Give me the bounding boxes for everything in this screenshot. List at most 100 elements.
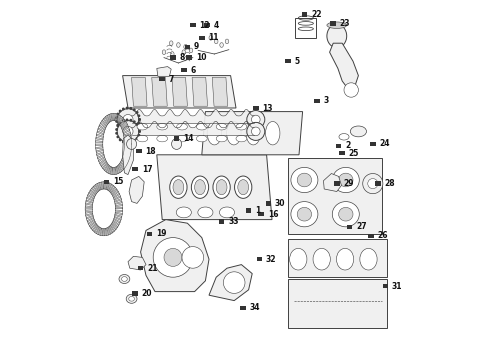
Circle shape: [115, 116, 118, 119]
Text: 30: 30: [275, 199, 285, 208]
Polygon shape: [86, 213, 93, 216]
Ellipse shape: [119, 274, 130, 284]
Circle shape: [136, 125, 139, 128]
Circle shape: [117, 121, 139, 142]
Polygon shape: [96, 137, 103, 140]
Ellipse shape: [172, 139, 182, 149]
Bar: [368, 234, 374, 238]
Circle shape: [117, 109, 139, 130]
Polygon shape: [86, 215, 93, 219]
Polygon shape: [128, 256, 146, 270]
Circle shape: [223, 272, 245, 293]
Polygon shape: [121, 121, 126, 127]
Ellipse shape: [129, 127, 134, 136]
Text: 14: 14: [183, 134, 194, 143]
Bar: [295, 18, 316, 38]
Polygon shape: [99, 125, 105, 130]
Polygon shape: [105, 228, 107, 236]
Text: 25: 25: [349, 149, 359, 158]
Text: 8: 8: [179, 53, 185, 62]
Polygon shape: [104, 164, 108, 171]
Ellipse shape: [129, 297, 134, 301]
Polygon shape: [114, 216, 121, 221]
Ellipse shape: [235, 176, 252, 198]
Bar: [186, 55, 192, 60]
Bar: [285, 59, 291, 63]
Bar: [370, 142, 376, 146]
Polygon shape: [115, 201, 122, 204]
Circle shape: [251, 127, 260, 136]
Ellipse shape: [350, 126, 367, 137]
Bar: [334, 181, 340, 186]
Ellipse shape: [238, 180, 248, 195]
Polygon shape: [112, 222, 118, 228]
Polygon shape: [172, 77, 187, 106]
Text: 10: 10: [196, 53, 206, 62]
Ellipse shape: [173, 180, 184, 195]
Polygon shape: [85, 206, 93, 208]
Polygon shape: [104, 229, 105, 236]
Ellipse shape: [209, 36, 213, 40]
Circle shape: [247, 111, 265, 129]
Ellipse shape: [170, 41, 173, 45]
Polygon shape: [95, 184, 99, 192]
Polygon shape: [85, 211, 93, 213]
Circle shape: [117, 123, 119, 126]
Polygon shape: [107, 115, 110, 122]
Polygon shape: [99, 228, 102, 235]
Polygon shape: [141, 220, 209, 292]
Ellipse shape: [297, 173, 312, 187]
Polygon shape: [110, 167, 112, 174]
Polygon shape: [116, 166, 119, 174]
Polygon shape: [108, 184, 112, 191]
Circle shape: [136, 111, 139, 114]
Circle shape: [117, 113, 119, 116]
Polygon shape: [105, 116, 109, 123]
Polygon shape: [212, 77, 228, 106]
Circle shape: [122, 108, 125, 111]
Polygon shape: [89, 192, 95, 197]
Ellipse shape: [337, 248, 354, 270]
Bar: [204, 23, 210, 27]
Polygon shape: [101, 161, 106, 167]
Polygon shape: [92, 224, 97, 231]
Polygon shape: [100, 122, 106, 129]
Circle shape: [125, 141, 128, 144]
Bar: [346, 225, 352, 229]
Polygon shape: [115, 198, 122, 202]
Circle shape: [117, 135, 119, 138]
Polygon shape: [104, 182, 106, 189]
Polygon shape: [91, 223, 96, 229]
Polygon shape: [111, 187, 116, 193]
Ellipse shape: [176, 135, 187, 142]
Polygon shape: [115, 204, 122, 207]
Polygon shape: [117, 114, 120, 122]
Text: 9: 9: [194, 42, 199, 51]
Polygon shape: [110, 225, 115, 232]
Polygon shape: [288, 158, 382, 234]
Ellipse shape: [170, 176, 187, 198]
Polygon shape: [288, 239, 387, 277]
Polygon shape: [103, 118, 108, 125]
Polygon shape: [115, 207, 122, 209]
Polygon shape: [122, 126, 129, 131]
Polygon shape: [96, 147, 103, 149]
Circle shape: [115, 120, 118, 123]
Text: 26: 26: [377, 231, 388, 240]
Ellipse shape: [176, 207, 192, 218]
Polygon shape: [88, 194, 94, 199]
Ellipse shape: [252, 127, 256, 136]
Polygon shape: [115, 167, 117, 174]
Polygon shape: [98, 228, 100, 235]
Ellipse shape: [297, 207, 312, 221]
Polygon shape: [113, 191, 119, 197]
Bar: [240, 306, 246, 310]
Bar: [257, 257, 262, 261]
Ellipse shape: [227, 122, 241, 145]
Polygon shape: [124, 150, 131, 154]
Ellipse shape: [220, 207, 235, 218]
Bar: [170, 55, 176, 60]
Polygon shape: [124, 142, 132, 144]
Polygon shape: [124, 135, 131, 139]
Polygon shape: [120, 119, 125, 126]
